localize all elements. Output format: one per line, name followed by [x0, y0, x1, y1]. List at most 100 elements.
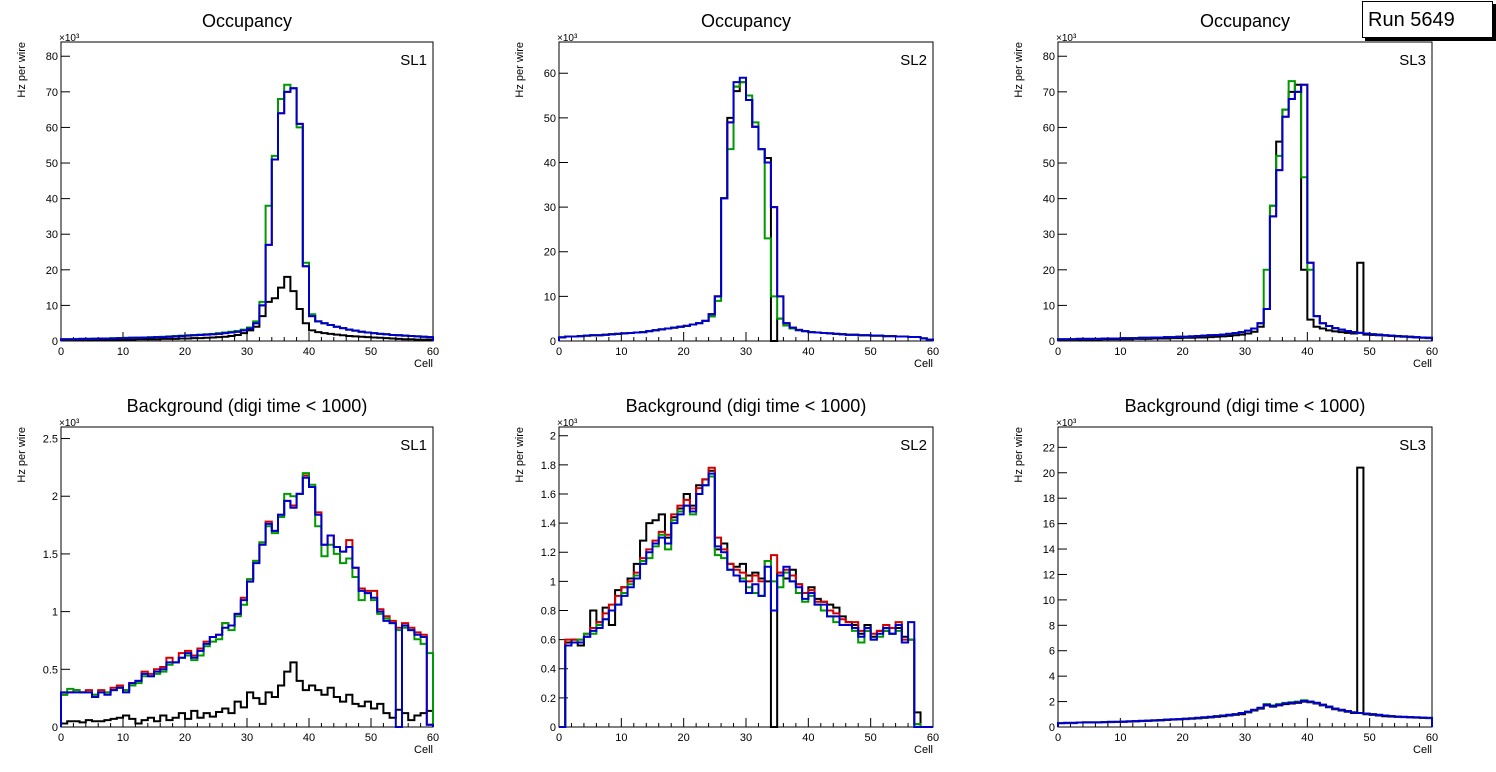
y-tick-label: 40 — [544, 157, 556, 169]
x-tick-label: 40 — [303, 346, 315, 358]
y-tick-label: 2 — [550, 431, 556, 443]
y-tick-label: 2 — [52, 491, 58, 503]
x-tick-label: 0 — [58, 732, 64, 744]
y-tick-label: 70 — [46, 87, 58, 99]
y-tick-label: 0.4 — [541, 664, 556, 676]
x-tick-label: 0 — [58, 346, 64, 358]
y-tick-label: 0.6 — [541, 635, 556, 647]
histogram-black — [1057, 83, 1433, 341]
y-tick-label: 10 — [544, 291, 556, 303]
y-tick-label: 10 — [46, 300, 58, 312]
y-tick-label: 0.8 — [541, 605, 556, 617]
x-tick-label: 10 — [1114, 346, 1126, 358]
histogram-blue — [559, 472, 933, 728]
histogram-blue — [1057, 83, 1433, 341]
y-tick-label: 0 — [1049, 336, 1055, 348]
y-exponent: ×10³ — [557, 418, 578, 429]
x-axis-label: Cell — [1413, 358, 1432, 370]
superlayer-label: SL3 — [1399, 52, 1426, 69]
y-tick-label: 20 — [544, 247, 556, 259]
y-tick-label: 60 — [46, 122, 58, 134]
run-label: Run 5649 — [1368, 9, 1455, 31]
x-tick-label: 30 — [1239, 732, 1251, 744]
x-tick-label: 50 — [365, 732, 377, 744]
y-tick-label: 22 — [1043, 442, 1055, 454]
histogram-red — [1057, 83, 1433, 341]
x-tick-label: 20 — [678, 732, 690, 744]
x-tick-label: 10 — [117, 732, 129, 744]
y-tick-label: 50 — [544, 113, 556, 125]
y-tick-label: 0 — [1049, 722, 1055, 734]
chart-title: Background (digi time < 1000) — [127, 396, 368, 416]
x-tick-label: 50 — [365, 346, 377, 358]
x-tick-label: 30 — [740, 732, 752, 744]
x-tick-label: 60 — [927, 346, 939, 358]
x-tick-label: 10 — [615, 732, 627, 744]
y-tick-label: 0 — [52, 336, 58, 348]
y-tick-label: 60 — [544, 68, 556, 80]
y-tick-label: 16 — [1043, 519, 1055, 531]
y-tick-label: 1.8 — [541, 460, 556, 472]
x-tick-label: 50 — [1364, 346, 1376, 358]
histogram-black — [60, 275, 434, 341]
x-tick-label: 0 — [556, 732, 562, 744]
histogram-blue — [60, 87, 434, 341]
y-tick-label: 80 — [46, 51, 58, 63]
y-axis-label: Hz per wire — [1013, 427, 1025, 483]
x-axis-label: Cell — [914, 744, 933, 756]
x-tick-label: 40 — [1301, 732, 1313, 744]
chart-title: Occupancy — [701, 11, 791, 31]
x-axis-label: Cell — [1413, 744, 1432, 756]
superlayer-label: SL2 — [900, 437, 927, 454]
y-tick-label: 12 — [1043, 569, 1055, 581]
superlayer-label: SL1 — [400, 52, 427, 69]
y-tick-label: 20 — [1043, 265, 1055, 277]
x-tick-label: 10 — [1114, 732, 1126, 744]
y-tick-label: 1.6 — [541, 489, 556, 501]
x-tick-label: 60 — [1426, 346, 1438, 358]
plot-frame — [1057, 41, 1433, 342]
superlayer-label: SL2 — [900, 52, 927, 69]
y-tick-label: 0.2 — [541, 693, 556, 705]
histogram-green — [559, 475, 933, 728]
x-tick-label: 20 — [179, 732, 191, 744]
y-axis-label: Hz per wire — [1013, 42, 1025, 98]
x-tick-label: 30 — [241, 346, 253, 358]
chart-panel-6: Background (digi time < 1000)0 10 20 30 40 50… — [1013, 396, 1438, 756]
y-tick-label: 40 — [46, 194, 58, 206]
y-exponent: ×10³ — [59, 418, 80, 429]
run-label-box: Run 5649 — [1362, 1, 1493, 38]
x-tick-label: 60 — [1426, 732, 1438, 744]
chart-title: Background (digi time < 1000) — [1125, 396, 1366, 416]
chart-title: Occupancy — [202, 11, 292, 31]
y-tick-label: 70 — [1043, 87, 1055, 99]
histogram-black — [1057, 466, 1433, 727]
plot-frame — [60, 41, 434, 342]
y-tick-label: 18 — [1043, 493, 1055, 505]
chart-panel-5: Background (digi time < 1000)0 10 20 30 40 50… — [514, 396, 939, 756]
y-tick-label: 2.5 — [43, 434, 58, 446]
y-axis-label: Hz per wire — [16, 427, 28, 483]
x-tick-label: 60 — [427, 732, 439, 744]
y-tick-label: 60 — [1043, 122, 1055, 134]
x-tick-label: 0 — [556, 346, 562, 358]
x-tick-label: 0 — [1055, 732, 1061, 744]
histogram-blue — [60, 476, 434, 728]
y-tick-label: 0 — [52, 722, 58, 734]
y-axis-label: Hz per wire — [16, 42, 28, 98]
x-tick-label: 0 — [1055, 346, 1061, 358]
y-tick-label: 14 — [1043, 544, 1055, 556]
histogram-black — [558, 81, 934, 342]
histogram-green — [1057, 80, 1433, 341]
superlayer-label: SL1 — [400, 437, 427, 454]
histogram-black — [60, 661, 434, 727]
y-tick-label: 8 — [1049, 620, 1055, 632]
y-tick-label: 50 — [1043, 158, 1055, 170]
x-tick-label: 20 — [678, 346, 690, 358]
histogram-green — [558, 81, 934, 341]
y-tick-label: 40 — [1043, 194, 1055, 206]
x-tick-label: 40 — [1301, 346, 1313, 358]
chart-panel-3: Occupancy 0 10 20 30 40 50 60 0 10 20 30 40 50 60 70 80×… — [1013, 11, 1438, 370]
y-tick-label: 0 — [550, 336, 556, 348]
x-tick-label: 50 — [865, 346, 877, 358]
